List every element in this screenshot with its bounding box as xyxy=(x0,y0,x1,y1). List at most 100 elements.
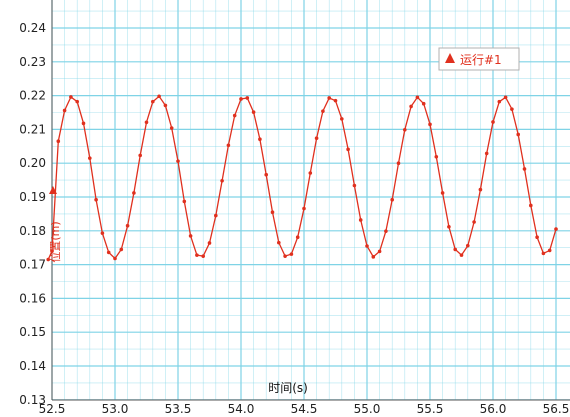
data-point xyxy=(258,137,262,142)
data-point xyxy=(302,206,306,211)
data-point xyxy=(403,127,407,132)
data-point xyxy=(440,191,445,195)
y-tick-label: 0.15 xyxy=(19,325,46,339)
data-point xyxy=(428,122,432,127)
data-point xyxy=(226,143,231,148)
data-point xyxy=(308,171,313,175)
data-point xyxy=(491,120,495,124)
data-point xyxy=(163,103,168,108)
data-point xyxy=(352,183,357,188)
data-point xyxy=(321,109,325,113)
data-point xyxy=(125,223,130,228)
data-point xyxy=(390,197,395,202)
data-point xyxy=(396,161,401,165)
data-point xyxy=(100,231,105,235)
y-tick-label: 0.22 xyxy=(19,89,46,103)
y-tick-label: 0.24 xyxy=(19,21,46,35)
data-point xyxy=(434,154,439,159)
data-point xyxy=(94,197,98,202)
data-point xyxy=(497,99,502,104)
data-point xyxy=(466,243,470,248)
data-point xyxy=(333,98,338,103)
y-tick-label: 0.20 xyxy=(19,156,46,170)
data-point xyxy=(277,240,281,245)
data-point xyxy=(157,94,161,99)
x-axis-label: 时间(s) xyxy=(268,381,308,395)
x-tick-label: 53.0 xyxy=(102,402,129,416)
data-point xyxy=(119,247,124,252)
series-line xyxy=(47,95,557,260)
y-axis-label: 位置(m) xyxy=(48,221,62,262)
x-tick-label: 54.5 xyxy=(291,402,318,416)
series-layer xyxy=(46,94,558,262)
data-point xyxy=(453,247,458,252)
y-tick-label: 0.14 xyxy=(19,359,46,373)
data-point xyxy=(106,250,111,255)
data-point xyxy=(81,121,86,126)
y-tick-label: 0.23 xyxy=(19,55,46,69)
data-point xyxy=(371,255,376,259)
data-point xyxy=(547,248,552,253)
data-point xyxy=(478,187,483,192)
data-point xyxy=(245,96,250,100)
y-tick-label: 0.13 xyxy=(19,393,46,407)
data-point xyxy=(327,96,332,100)
data-point xyxy=(50,249,54,253)
data-point xyxy=(251,110,256,114)
data-point xyxy=(484,151,489,156)
x-tick-label: 53.5 xyxy=(165,402,192,416)
data-point xyxy=(421,101,426,106)
data-point xyxy=(195,253,199,257)
data-point xyxy=(377,249,382,254)
data-point xyxy=(69,95,73,99)
data-point xyxy=(264,172,269,177)
y-tick-label: 0.17 xyxy=(19,258,46,272)
data-point xyxy=(113,256,117,261)
data-point xyxy=(365,244,369,248)
y-tick-label: 0.16 xyxy=(19,291,46,305)
data-point xyxy=(232,113,237,118)
data-point xyxy=(201,254,205,258)
data-point xyxy=(75,99,79,104)
data-point xyxy=(132,191,136,195)
x-tick-label: 55.0 xyxy=(354,402,381,416)
data-point xyxy=(314,136,319,140)
data-point xyxy=(239,97,243,101)
tick-labels: 0.13 0.14 0.15 0.16 0.17 0.18 0.19 0.20 0.21 0.22… xyxy=(19,21,569,416)
data-point xyxy=(270,210,275,215)
grid xyxy=(51,0,570,401)
data-point xyxy=(88,156,92,160)
data-point xyxy=(182,199,187,204)
data-point xyxy=(283,254,287,258)
data-point xyxy=(169,126,174,130)
x-tick-label: 56.5 xyxy=(543,402,570,416)
y-tick-label: 0.21 xyxy=(19,122,46,136)
data-point xyxy=(220,178,224,183)
data-point xyxy=(358,218,363,222)
x-tick-label: 54.0 xyxy=(228,402,255,416)
data-point xyxy=(554,227,558,231)
data-point xyxy=(289,252,294,256)
data-point xyxy=(415,95,420,100)
data-point xyxy=(409,104,413,109)
data-point xyxy=(56,139,61,144)
y-axis-label-group: 位置(m) xyxy=(48,186,62,263)
x-tick-label: 52.5 xyxy=(39,402,66,416)
data-point xyxy=(207,241,212,245)
data-point xyxy=(384,229,388,233)
data-point xyxy=(340,117,344,121)
data-point xyxy=(214,213,218,218)
data-point xyxy=(151,99,155,104)
legend: 运行#1 xyxy=(438,47,520,71)
data-point xyxy=(541,251,546,256)
legend-label: 运行#1 xyxy=(460,53,502,67)
data-point xyxy=(472,220,476,224)
legend-marker-icon xyxy=(445,53,455,63)
data-point xyxy=(138,153,142,158)
data-point xyxy=(295,235,300,240)
data-point xyxy=(62,108,67,113)
y-tick-label: 0.18 xyxy=(19,224,46,238)
data-point xyxy=(447,224,451,229)
x-tick-label: 55.5 xyxy=(417,402,444,416)
x-tick-label: 56.0 xyxy=(480,402,507,416)
